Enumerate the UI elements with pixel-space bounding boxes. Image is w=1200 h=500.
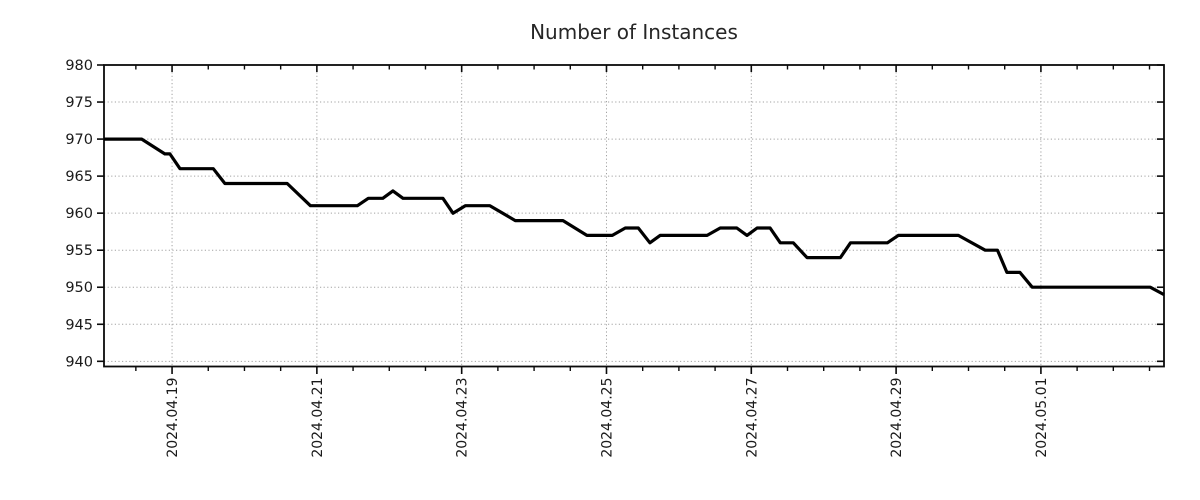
axis-layer bbox=[97, 64, 1165, 374]
y-tick-label: 960 bbox=[65, 206, 93, 222]
plot-border bbox=[103, 64, 1165, 368]
series-line-instances bbox=[104, 137, 1165, 297]
y-tick-label: 965 bbox=[65, 169, 93, 185]
tick-label-layer: 940 945 950 955 960 965 970 975 980 2024.04.19 202… bbox=[65, 58, 1050, 458]
y-tick-label: 980 bbox=[65, 58, 93, 74]
y-tick-label: 950 bbox=[65, 280, 93, 296]
x-tick-label: 2024.04.27 bbox=[744, 378, 760, 458]
y-tick-label: 940 bbox=[65, 354, 93, 370]
grid-layer bbox=[104, 65, 1164, 367]
y-tick-label: 975 bbox=[65, 95, 93, 111]
y-tick-label: 970 bbox=[65, 132, 93, 148]
x-tick-label: 2024.04.29 bbox=[889, 378, 905, 458]
series-layer bbox=[104, 137, 1165, 297]
x-tick-label: 2024.04.23 bbox=[455, 378, 471, 458]
y-tick-label: 955 bbox=[65, 243, 93, 259]
x-tick-label: 2024.04.25 bbox=[599, 378, 615, 458]
x-tick-label: 2024.04.21 bbox=[310, 378, 326, 458]
x-tick-label: 2024.05.01 bbox=[1034, 378, 1050, 458]
x-tick-label: 2024.04.19 bbox=[165, 378, 181, 458]
y-tick-label: 945 bbox=[65, 317, 93, 333]
chart-title: Number of Instances bbox=[530, 20, 738, 44]
